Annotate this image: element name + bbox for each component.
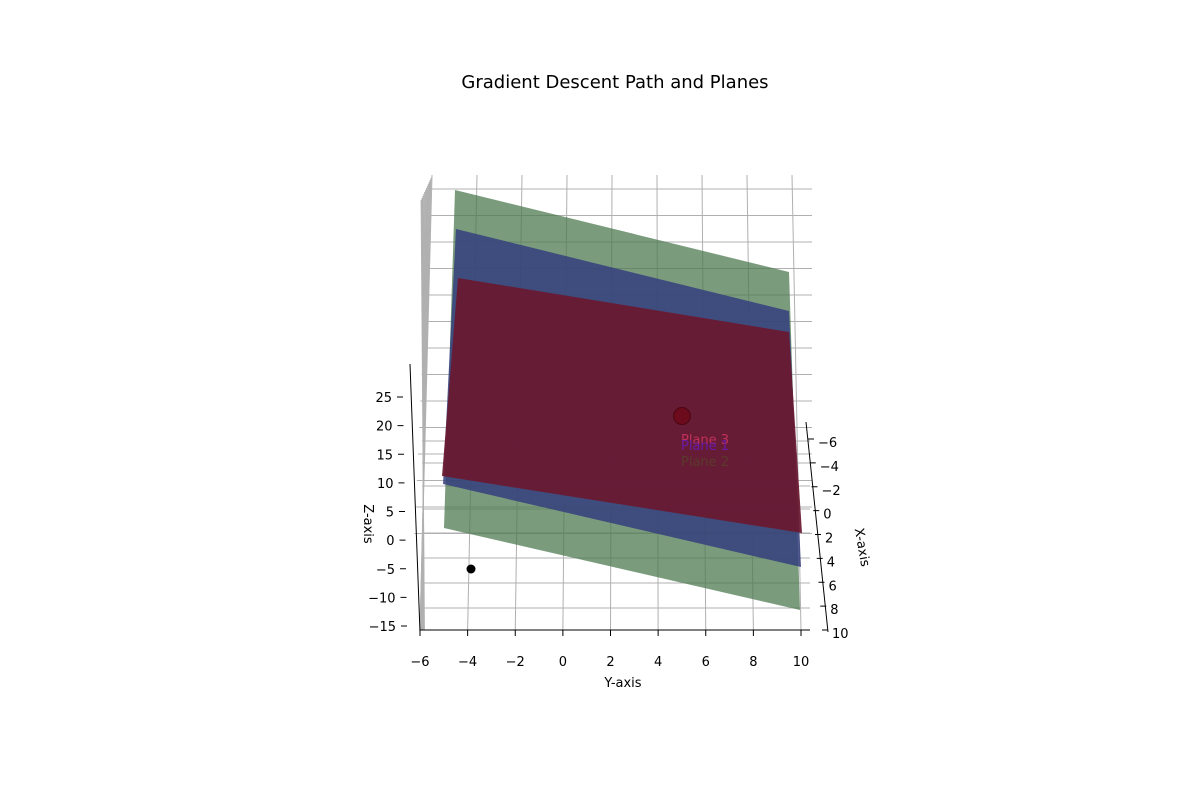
plane-1-annotation: Plane 1 xyxy=(681,439,729,454)
start-point xyxy=(466,564,476,574)
x-tick-label: −4 xyxy=(820,460,839,475)
z-tick-label: −15 xyxy=(369,620,396,635)
x-tick-label: −6 xyxy=(818,436,837,451)
y-tick-group: −6 −4 −2 0 2 4 6 8 10 xyxy=(410,630,809,670)
y-axis-label: Y-axis xyxy=(603,676,641,691)
x-axis-label: X-axis xyxy=(851,527,873,568)
y-tick-label: 0 xyxy=(559,655,567,670)
end-point xyxy=(673,407,691,425)
x-tick-label: 2 xyxy=(825,532,833,547)
x-tick-label: 8 xyxy=(830,603,838,618)
plane-3-annotation: Plane 3 xyxy=(681,433,729,448)
y-tick-label: −6 xyxy=(410,655,429,670)
x-tick-label: 0 xyxy=(823,508,831,523)
z-axis-line xyxy=(409,363,421,633)
plane-3-surface xyxy=(442,278,802,533)
y-tick-label: 8 xyxy=(749,655,757,670)
z-axis-label: Z-axis xyxy=(360,504,375,544)
z-tick-label: 20 xyxy=(376,420,393,435)
x-tick-label: 10 xyxy=(832,627,849,642)
x-axis-line xyxy=(805,421,829,633)
z-tick-label: 15 xyxy=(376,448,393,463)
plane-2-annotation: Plane 2 xyxy=(681,455,729,470)
y-tick-label: 2 xyxy=(606,655,614,670)
z-tick-group: −15 −10 −5 0 5 10 15 20 25 xyxy=(368,391,407,635)
chart-title: Gradient Descent Path and Planes xyxy=(461,72,768,93)
z-tick-label: −10 xyxy=(368,591,395,606)
z-tick-label: 5 xyxy=(386,506,394,521)
y-tick-label: −4 xyxy=(458,655,477,670)
x-tick-label: 6 xyxy=(829,579,837,594)
x-tick-label: 4 xyxy=(827,555,835,570)
z-tick-label: 25 xyxy=(375,391,392,406)
y-tick-label: −2 xyxy=(506,655,525,670)
z-tick-label: 0 xyxy=(386,534,394,549)
y-tick-label: 4 xyxy=(654,655,662,670)
z-tick-label: 10 xyxy=(377,477,394,492)
x-tick-group: −6 −4 −2 0 2 4 6 8 10 xyxy=(808,436,849,642)
y-tick-label: 10 xyxy=(793,655,810,670)
y-tick-label: 6 xyxy=(702,655,710,670)
x-tick-label: −2 xyxy=(822,484,841,499)
z-tick-label: −5 xyxy=(376,563,395,578)
